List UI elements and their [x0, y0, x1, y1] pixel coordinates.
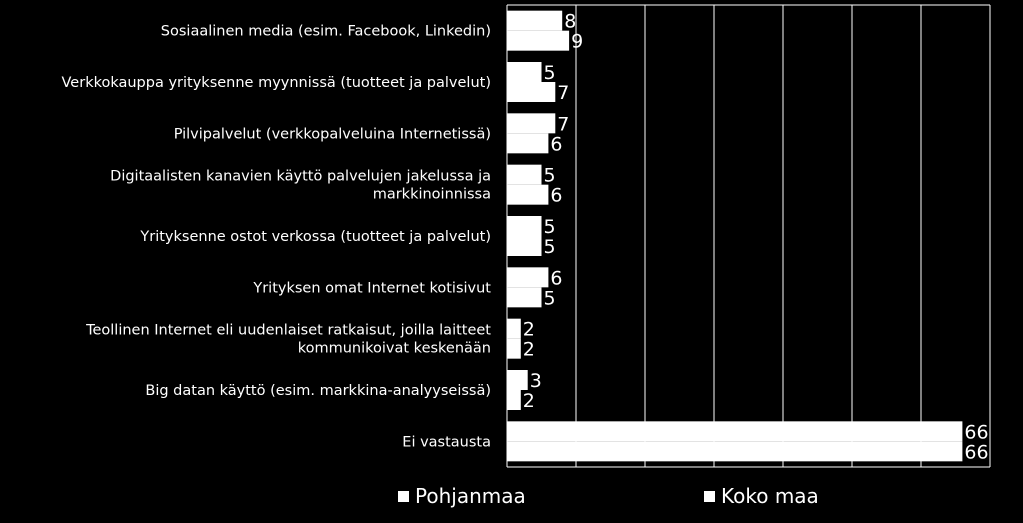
legend-item-koko-maa: Koko maa: [704, 484, 819, 508]
legend-label-pohjanmaa: Pohjanmaa: [415, 484, 526, 508]
labels: Sosiaalinen media (esim. Facebook, Linke…: [62, 11, 989, 464]
data-label: 6: [550, 133, 562, 155]
data-label: 5: [544, 165, 556, 187]
category-label: Sosiaalinen media (esim. Facebook, Linke…: [161, 24, 491, 40]
data-label: 5: [544, 236, 556, 258]
category-label-line: kommunikoivat keskenään: [298, 341, 491, 357]
data-label: 2: [523, 339, 535, 361]
category-label-line: Ei vastausta: [402, 434, 491, 450]
bar-pohjanmaa: [507, 216, 542, 236]
category-label-line: Digitaalisten kanavien käyttö palvelujen…: [110, 169, 491, 185]
category-label-line: markkinoinnissa: [373, 187, 491, 203]
bar-chart: Sosiaalinen media (esim. Facebook, Linke…: [62, 4, 991, 468]
category-label-line: Teollinen Internet eli uudenlaiset ratka…: [85, 323, 491, 339]
category-label: Yrityksen omat Internet kotisivut: [252, 280, 491, 296]
category-label: Digitaalisten kanavien käyttö palvelujen…: [110, 169, 491, 203]
bar-koko-maa: [507, 338, 521, 359]
bar-pohjanmaa: [507, 421, 963, 442]
legend-swatch-pohjanmaa: [398, 490, 409, 502]
plot-area: [506, 4, 991, 468]
bar-koko-maa: [507, 30, 570, 51]
bar-pohjanmaa: [507, 62, 542, 82]
legend-item-pohjanmaa: Pohjanmaa: [398, 484, 526, 508]
category-label: Big datan käyttö (esim. markkina-analyys…: [145, 383, 491, 399]
category-label: Yrityksenne ostot verkossa (tuotteet ja …: [139, 229, 491, 245]
data-label: 2: [523, 390, 535, 412]
data-label: 9: [571, 31, 583, 53]
data-label: 6: [550, 267, 562, 289]
category-label-line: Verkkokauppa yrityksenne myynnissä (tuot…: [62, 75, 491, 91]
bar-pohjanmaa: [507, 370, 528, 390]
bar-koko-maa: [507, 133, 549, 154]
bar-koko-maa: [507, 184, 549, 205]
bar-pohjanmaa: [507, 267, 549, 288]
category-label: Teollinen Internet eli uudenlaiset ratka…: [85, 323, 491, 357]
bar-pohjanmaa: [507, 164, 542, 185]
category-label-line: Yrityksen omat Internet kotisivut: [252, 280, 491, 296]
legend-label-koko-maa: Koko maa: [721, 484, 819, 508]
category-label: Verkkokauppa yrityksenne myynnissä (tuot…: [62, 75, 491, 91]
bar-pohjanmaa: [507, 318, 521, 339]
bar-pohjanmaa: [507, 113, 556, 134]
data-label: 7: [557, 82, 569, 104]
data-label: 5: [544, 287, 556, 309]
data-label: 66: [964, 441, 988, 463]
bar-pohjanmaa: [507, 10, 563, 31]
data-label: 5: [544, 216, 556, 238]
data-label: 66: [964, 421, 988, 443]
category-label: Ei vastausta: [402, 434, 491, 450]
category-label-line: Yrityksenne ostot verkossa (tuotteet ja …: [139, 229, 491, 245]
bar-koko-maa: [507, 441, 963, 462]
bars: [507, 10, 963, 462]
bar-koko-maa: [507, 287, 542, 308]
data-label: 8: [564, 11, 576, 33]
data-label: 6: [550, 185, 562, 207]
data-label: 5: [544, 62, 556, 84]
category-label: Pilvipalvelut (verkkopalveluina Internet…: [174, 126, 491, 142]
data-label: 7: [557, 113, 569, 135]
data-label: 2: [523, 319, 535, 341]
category-label-line: Big datan käyttö (esim. markkina-analyys…: [145, 383, 491, 399]
legend: Pohjanmaa Koko maa: [0, 484, 1023, 514]
data-label: 3: [530, 370, 542, 392]
category-label-line: Pilvipalvelut (verkkopalveluina Internet…: [174, 126, 491, 142]
bar-koko-maa: [507, 236, 542, 256]
category-label-line: Sosiaalinen media (esim. Facebook, Linke…: [161, 24, 491, 40]
bar-koko-maa: [507, 82, 556, 102]
bar-koko-maa: [507, 390, 521, 410]
legend-swatch-koko-maa: [704, 490, 715, 502]
